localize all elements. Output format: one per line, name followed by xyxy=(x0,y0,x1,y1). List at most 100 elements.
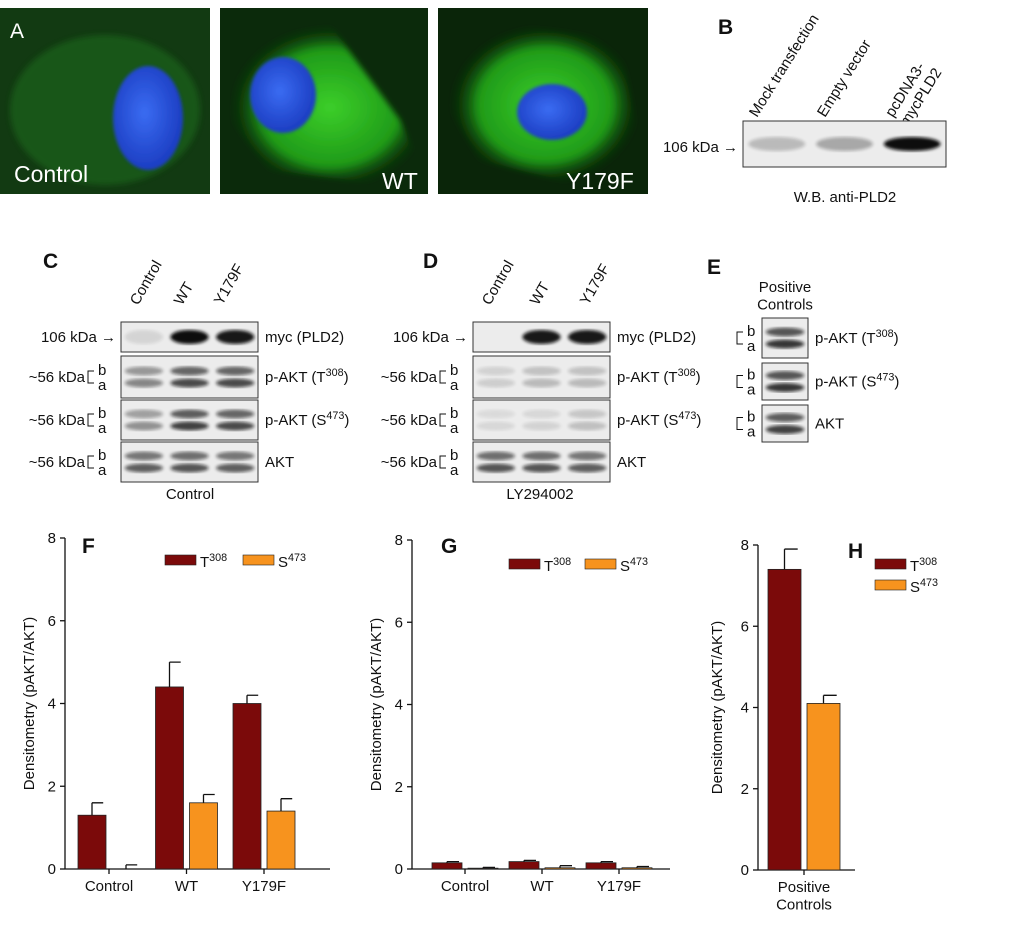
error-bar xyxy=(636,865,649,868)
band xyxy=(567,330,607,344)
error-bar xyxy=(482,866,495,869)
band xyxy=(522,330,561,344)
legend-swatch xyxy=(164,554,197,566)
bracket xyxy=(439,370,446,384)
band-letter: b xyxy=(747,323,755,340)
legend-label: T308 xyxy=(544,556,571,575)
band xyxy=(215,463,255,473)
error-bar xyxy=(600,860,613,863)
band-letter: a xyxy=(747,338,756,355)
marker-label: ~56 kDa xyxy=(381,369,438,386)
x-tick-label: Control xyxy=(85,878,133,895)
marker-label: ~56 kDa xyxy=(29,454,86,471)
condition-label: Control xyxy=(166,486,214,503)
lane-label: Control xyxy=(479,258,518,308)
bar xyxy=(155,686,184,870)
lane-label: Y179F xyxy=(211,261,248,308)
band xyxy=(170,463,209,473)
band xyxy=(567,366,607,376)
band xyxy=(765,383,805,392)
row-label: p-AKT (T308) xyxy=(617,367,701,386)
band-letter: b xyxy=(450,405,458,422)
panel-letter: H xyxy=(848,540,863,563)
y-tick-label: 2 xyxy=(395,779,403,796)
row-label: AKT xyxy=(617,454,646,471)
blot-caption: W.B. anti-PLD2 xyxy=(794,189,897,206)
band xyxy=(215,421,255,431)
lane-label: WT xyxy=(527,279,553,308)
bar xyxy=(77,814,107,870)
band-letter: a xyxy=(450,377,459,394)
legend-label: S473 xyxy=(910,577,938,596)
y-tick-label: 0 xyxy=(741,862,749,879)
band xyxy=(124,409,164,419)
legend-swatch xyxy=(508,558,541,570)
band xyxy=(522,378,561,388)
y-tick-label: 8 xyxy=(395,532,403,549)
blot xyxy=(120,355,259,399)
band xyxy=(170,421,209,431)
lane-label: Mock transfection xyxy=(746,11,823,120)
band xyxy=(567,409,607,419)
image-label: WT xyxy=(382,168,418,194)
y-tick-label: 4 xyxy=(741,700,749,717)
error-bar xyxy=(168,661,181,687)
bar xyxy=(232,703,262,870)
blot xyxy=(472,399,611,441)
band xyxy=(522,409,561,419)
y-tick-label: 8 xyxy=(741,537,749,554)
y-tick-label: 8 xyxy=(48,530,56,547)
band-letter: b xyxy=(747,409,755,426)
x-tick-label: Y179F xyxy=(597,878,641,895)
band xyxy=(522,421,561,431)
marker-label: ~56 kDa xyxy=(381,454,438,471)
band xyxy=(124,451,164,461)
band-letter: a xyxy=(450,462,459,479)
band-letter: a xyxy=(98,377,107,394)
panel-letter: A xyxy=(10,20,24,43)
band xyxy=(476,366,516,376)
y-tick-label: 2 xyxy=(48,778,56,795)
band xyxy=(567,451,607,461)
panel-letter: B xyxy=(718,16,733,39)
bracket xyxy=(87,370,94,384)
band xyxy=(765,371,805,380)
bar xyxy=(806,703,841,871)
y-tick-label: 6 xyxy=(395,614,403,631)
band xyxy=(476,451,516,461)
legend-label: T308 xyxy=(200,552,227,571)
y-tick-label: 6 xyxy=(48,613,56,630)
band xyxy=(567,463,607,473)
y-axis-label: Densitometry (pAKT/AKT) xyxy=(709,621,726,794)
lane-label: Control xyxy=(127,258,166,308)
y-axis-label: Densitometry (pAKT/AKT) xyxy=(21,617,38,790)
lane-label: Empty vector xyxy=(814,37,875,120)
bar xyxy=(189,802,218,870)
band xyxy=(124,330,164,344)
band-letter: a xyxy=(450,420,459,437)
blot xyxy=(761,404,809,443)
band-letter: a xyxy=(98,420,107,437)
row-label: AKT xyxy=(265,454,294,471)
panel-letter: D xyxy=(423,250,438,273)
row-label: p-AKT (S473) xyxy=(617,410,701,429)
band-letter: a xyxy=(747,382,756,399)
panel-title: Positive Controls xyxy=(757,279,813,313)
bar xyxy=(544,867,576,870)
row-label: p-AKT (T308) xyxy=(265,367,349,386)
marker-label: 106 kDa → xyxy=(663,139,738,156)
x-tick-label: Y179F xyxy=(242,878,286,895)
micrograph xyxy=(438,8,648,194)
band xyxy=(522,463,561,473)
band xyxy=(765,339,805,349)
band-letter: b xyxy=(450,362,458,379)
error-bar xyxy=(523,859,536,862)
image-label: Control xyxy=(14,161,88,187)
band xyxy=(170,451,209,461)
bracket xyxy=(87,413,94,427)
band xyxy=(567,421,607,431)
band xyxy=(816,137,873,151)
error-bar xyxy=(822,694,837,704)
band xyxy=(170,366,209,376)
marker-label: 106 kDa → xyxy=(41,329,116,346)
